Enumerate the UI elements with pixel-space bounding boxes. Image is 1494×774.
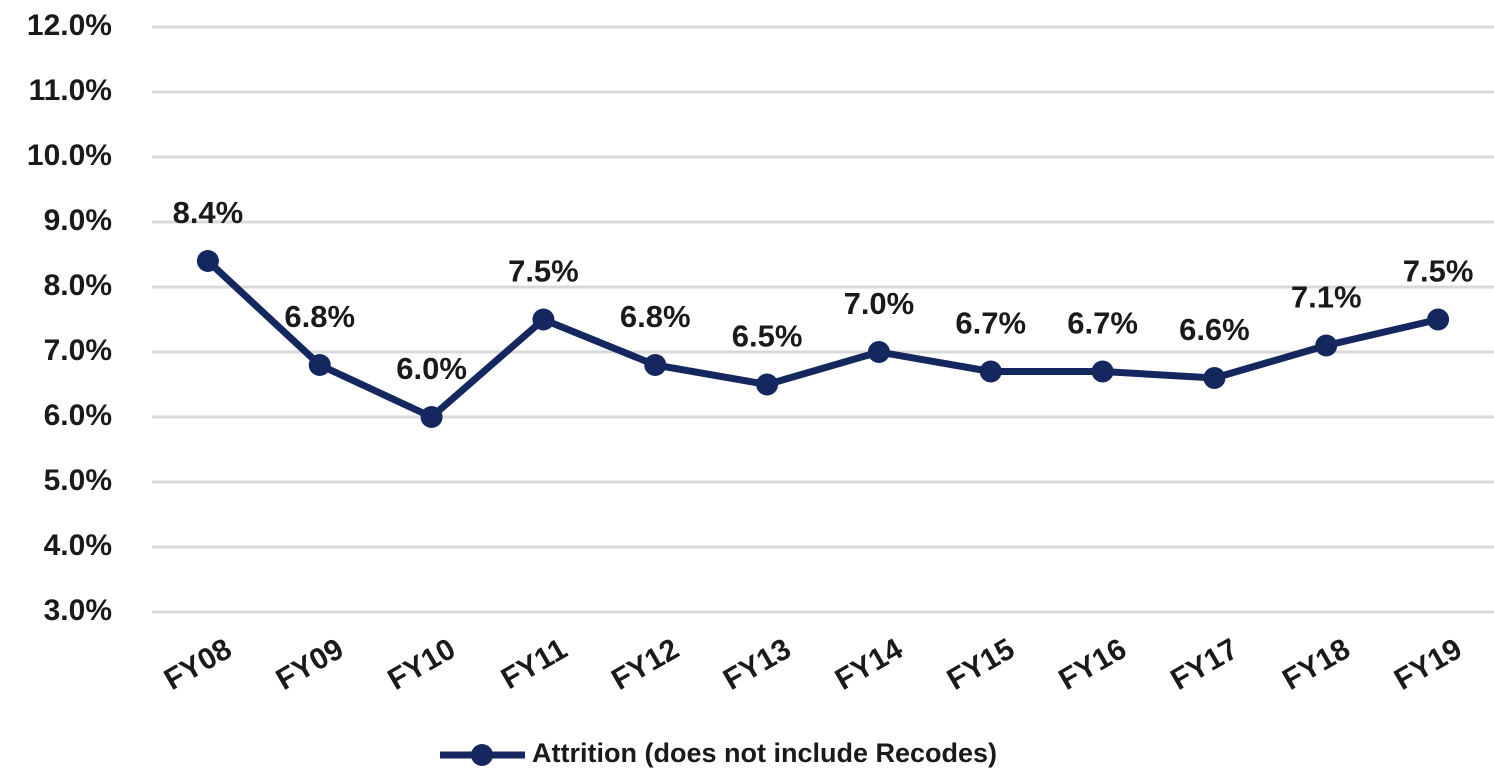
- data-label: 6.8%: [620, 299, 691, 334]
- y-tick-label: 5.0%: [44, 464, 112, 497]
- data-point: [1315, 334, 1338, 357]
- x-tick-label: FY16: [1053, 632, 1132, 696]
- data-point: [756, 373, 779, 396]
- data-point: [420, 406, 443, 428]
- data-point: [1427, 308, 1450, 331]
- x-tick-label: FY15: [942, 632, 1021, 696]
- legend-label: Attrition (does not include Recodes): [532, 738, 997, 768]
- y-tick-label: 8.0%: [44, 269, 112, 302]
- data-label: 6.5%: [732, 319, 803, 354]
- data-label: 7.5%: [508, 254, 579, 289]
- x-tick-label: FY13: [718, 632, 797, 696]
- x-tick-label: FY10: [382, 632, 461, 696]
- y-tick-label: 11.0%: [29, 74, 112, 107]
- data-point: [532, 308, 555, 331]
- data-point: [1091, 360, 1114, 383]
- data-point: [644, 354, 667, 376]
- y-tick-label: 3.0%: [44, 594, 112, 627]
- data-label: 6.7%: [1067, 306, 1138, 341]
- data-point: [867, 341, 890, 363]
- y-tick-label: 4.0%: [44, 529, 112, 562]
- x-tick-label: FY17: [1165, 632, 1244, 696]
- data-point: [979, 360, 1002, 383]
- x-tick-label: FY18: [1277, 632, 1356, 696]
- data-point: [196, 250, 219, 272]
- y-tick-label: 6.0%: [44, 399, 112, 432]
- data-label: 6.6%: [1179, 312, 1250, 347]
- x-tick-label: FY12: [606, 632, 685, 696]
- data-label: 6.8%: [284, 299, 355, 334]
- y-tick-label: 7.0%: [44, 334, 112, 367]
- x-tick-label: FY11: [496, 632, 573, 696]
- x-tick-label: FY14: [830, 632, 909, 697]
- y-tick-label: 12.0%: [27, 9, 112, 42]
- data-point: [1203, 367, 1226, 389]
- data-label: 7.5%: [1403, 254, 1474, 289]
- data-label: 7.1%: [1291, 280, 1362, 315]
- y-tick-label: 9.0%: [44, 204, 112, 237]
- data-label: 6.0%: [396, 351, 467, 386]
- data-label: 6.7%: [955, 306, 1026, 341]
- data-point: [308, 354, 331, 376]
- x-tick-label: FY08: [159, 632, 238, 696]
- x-tick-label: FY19: [1389, 632, 1468, 696]
- y-tick-label: 10.0%: [27, 139, 112, 172]
- data-label: 7.0%: [844, 286, 915, 321]
- legend-marker: [471, 744, 493, 766]
- series-line: [205, 258, 1439, 421]
- data-label: 8.4%: [173, 195, 244, 230]
- x-tick-label: FY09: [271, 632, 350, 696]
